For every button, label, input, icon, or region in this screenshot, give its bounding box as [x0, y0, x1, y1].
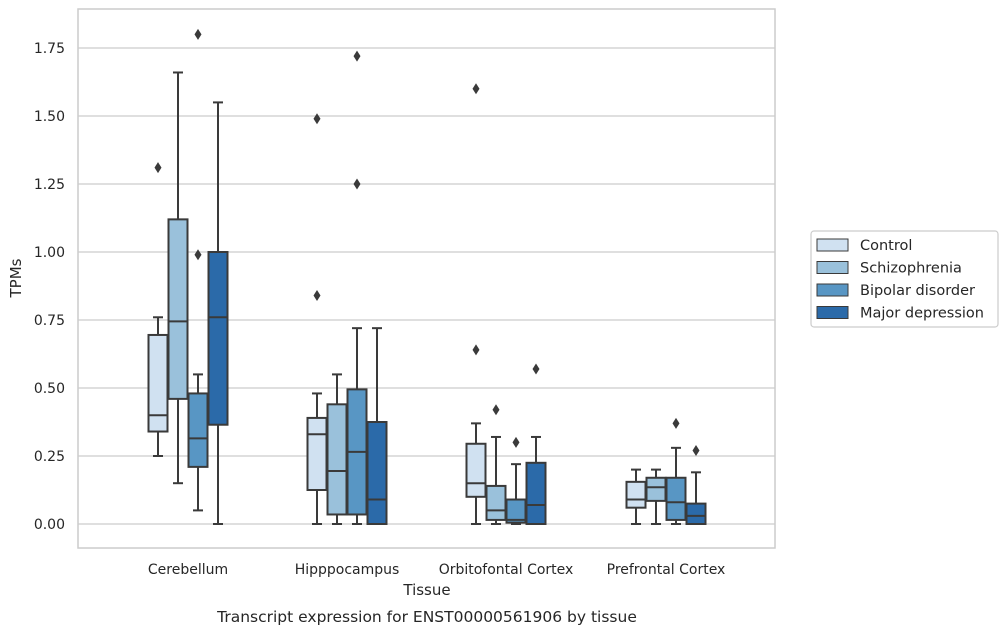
box-schizophrenia	[485, 404, 507, 525]
outlier-point	[353, 50, 361, 62]
outlier-point	[313, 290, 321, 302]
box-control	[147, 162, 169, 457]
box-major-depression	[525, 363, 547, 525]
legend: Control Schizophrenia Bipolar disorder Majo…	[810, 230, 999, 328]
outlier-point	[194, 28, 202, 40]
box-iqr	[187, 392, 209, 468]
box-control	[465, 83, 487, 525]
box-iqr	[485, 484, 507, 521]
y-axis-label: TPMs	[7, 258, 25, 298]
y-tick-label: 1.00	[34, 245, 65, 261]
box-major-depression	[207, 101, 229, 525]
outlier-point	[472, 344, 480, 356]
box-schizophrenia	[167, 71, 189, 485]
box-iqr	[147, 333, 169, 433]
box-iqr	[525, 461, 547, 525]
box-iqr	[167, 218, 189, 400]
y-tick-label: 0.00	[34, 517, 65, 533]
outlier-point	[194, 249, 202, 261]
plot-area-border	[77, 8, 776, 549]
box-control	[625, 468, 647, 525]
box-schizophrenia	[645, 468, 667, 525]
y-tick-label: 1.25	[34, 177, 65, 193]
box-iqr	[366, 421, 388, 525]
outlier-point	[692, 445, 700, 457]
box-iqr	[326, 403, 348, 516]
legend-label: Control	[860, 238, 912, 254]
legend-label: Bipolar disorder	[860, 283, 975, 299]
box-major-depression	[685, 445, 707, 526]
x-tick-label: Orbitofontal Cortex	[439, 562, 574, 578]
box-iqr	[645, 476, 667, 502]
y-tick-label: 0.75	[34, 313, 65, 329]
box-bipolar-disorder	[187, 28, 209, 512]
box-bipolar-disorder	[665, 417, 687, 525]
box-iqr	[306, 416, 328, 492]
legend-label: Major depression	[860, 306, 984, 322]
outlier-point	[532, 363, 540, 375]
outlier-point	[154, 162, 162, 174]
legend-frame	[810, 230, 999, 328]
x-tick-label: Hipppocampus	[295, 562, 400, 578]
legend-swatch	[816, 306, 849, 319]
outlier-point	[472, 83, 480, 95]
box-iqr	[465, 442, 487, 498]
outlier-point	[512, 436, 520, 448]
x-tick-label: Prefrontal Cortex	[607, 562, 726, 578]
y-tick-label: 1.75	[34, 41, 65, 57]
outlier-point	[353, 178, 361, 190]
outlier-point	[672, 417, 680, 429]
y-tick-label: 0.50	[34, 381, 65, 397]
box-iqr	[685, 502, 707, 526]
box-control	[306, 113, 328, 525]
y-tick-label: 1.50	[34, 109, 65, 125]
x-axis-label: Tissue	[402, 581, 450, 599]
x-tick-label: Cerebellum	[148, 562, 228, 578]
box-iqr	[207, 251, 229, 426]
outlier-point	[313, 113, 321, 125]
box-iqr	[625, 480, 647, 509]
box-major-depression	[366, 327, 388, 525]
box-bipolar-disorder	[505, 436, 527, 525]
legend-swatch	[816, 238, 849, 252]
legend-label: Schizophrenia	[860, 261, 962, 277]
outlier-point	[492, 404, 500, 416]
y-tick-label: 0.25	[34, 449, 65, 465]
chart-caption: Transcript expression for ENST0000056190…	[216, 608, 637, 626]
box-iqr	[665, 476, 687, 521]
legend-swatch	[816, 261, 849, 274]
legend-swatch	[816, 283, 849, 297]
